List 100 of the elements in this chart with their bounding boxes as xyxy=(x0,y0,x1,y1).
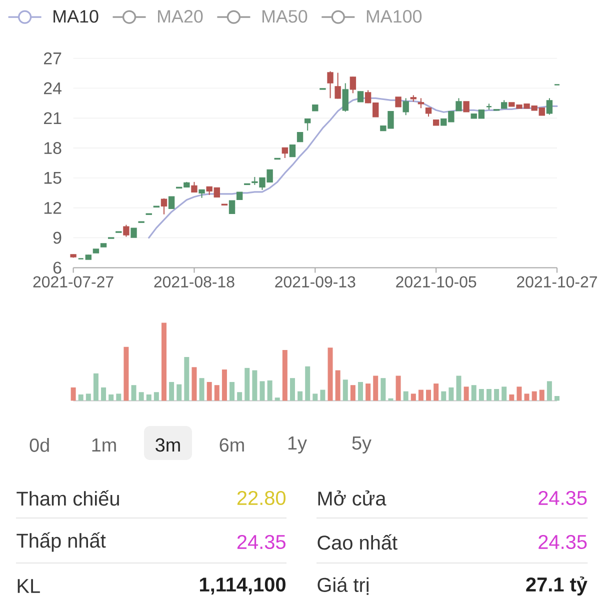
text: 1y xyxy=(288,436,307,454)
bar xyxy=(138,392,144,401)
bar xyxy=(554,396,560,401)
candlestick xyxy=(418,98,424,109)
bar xyxy=(546,381,552,401)
candlestick xyxy=(350,76,356,94)
candlestick xyxy=(228,200,236,214)
bar xyxy=(108,394,114,401)
bar xyxy=(298,391,303,401)
bar xyxy=(252,370,258,401)
y-tick-label: 18 xyxy=(44,142,62,154)
candlestick xyxy=(546,98,553,116)
bar xyxy=(260,381,265,401)
bar xyxy=(335,370,340,401)
y-tick-label: 6 xyxy=(53,262,62,274)
candlestick xyxy=(168,196,175,209)
x-tick-label: 2021-07-27 xyxy=(33,276,114,288)
candlestick xyxy=(123,224,130,238)
text: Cao nhất xyxy=(318,534,398,550)
bar xyxy=(267,380,272,401)
legend-label: MA20 xyxy=(158,10,203,23)
bar xyxy=(206,382,212,401)
y-tick-label: 24 xyxy=(44,82,62,94)
bar xyxy=(403,391,408,401)
bar xyxy=(396,376,401,401)
legend-label: MA50 xyxy=(262,10,308,23)
text: 0d xyxy=(30,438,49,452)
candlestick xyxy=(289,144,296,158)
bar xyxy=(199,378,204,401)
candlestick xyxy=(327,70,334,99)
text: 24.35 xyxy=(237,534,286,550)
bar xyxy=(350,385,356,401)
bar xyxy=(312,394,318,401)
bar xyxy=(426,390,432,401)
x-tick-label: 2021-09-13 xyxy=(275,276,356,288)
bar xyxy=(358,382,363,401)
bar xyxy=(471,385,476,401)
bar xyxy=(502,386,507,401)
text: KL xyxy=(18,579,40,593)
text: Tham chiếu xyxy=(16,490,119,506)
bar xyxy=(230,382,235,401)
text: 1m xyxy=(92,438,116,452)
text: 5y xyxy=(352,436,372,454)
bar xyxy=(116,394,122,401)
candlestick xyxy=(282,147,288,159)
bar xyxy=(524,394,530,401)
bar xyxy=(373,376,378,401)
bar xyxy=(176,384,182,401)
bar xyxy=(418,390,424,401)
bar xyxy=(222,369,227,401)
candlestick xyxy=(334,72,341,100)
bar xyxy=(78,394,84,401)
x-tick-label: 2021-10-27 xyxy=(517,276,597,288)
bar xyxy=(441,391,446,401)
y-tick-label: 21 xyxy=(44,112,62,124)
bar xyxy=(146,394,152,401)
candlestick xyxy=(342,82,348,112)
text: 27.1 tỷ xyxy=(526,576,588,596)
text: Thấp nhất xyxy=(16,532,106,552)
candlestick xyxy=(402,98,409,116)
bar xyxy=(494,388,500,401)
y-tick-label: 15 xyxy=(44,172,62,184)
bar xyxy=(101,387,106,401)
bar xyxy=(154,392,159,401)
bar xyxy=(366,384,371,401)
bar xyxy=(70,387,76,401)
bar xyxy=(320,390,326,401)
bar xyxy=(169,382,174,401)
candlestick xyxy=(357,90,364,102)
bar xyxy=(448,387,454,401)
legend-label: MA100 xyxy=(366,10,422,23)
x-tick-label: 2021-10-05 xyxy=(396,276,476,288)
bar xyxy=(434,384,439,401)
bar xyxy=(282,350,288,401)
bar xyxy=(486,388,492,401)
y-tick-label: 9 xyxy=(53,232,62,244)
bar xyxy=(290,378,295,401)
text: 24.35 xyxy=(538,534,587,550)
bar xyxy=(456,376,462,401)
bar xyxy=(93,373,98,401)
text: 3m xyxy=(156,438,180,452)
candlestick xyxy=(395,96,402,108)
text: 6m xyxy=(220,438,244,452)
candlestick xyxy=(456,98,462,112)
bar xyxy=(464,386,469,401)
bar xyxy=(509,394,514,401)
text: Giá trị xyxy=(318,577,368,595)
bar xyxy=(328,348,333,401)
bar xyxy=(342,380,348,401)
bar xyxy=(184,357,190,401)
bar xyxy=(214,385,220,401)
bar xyxy=(539,390,544,401)
bar xyxy=(161,322,166,401)
text: Mở cửa xyxy=(318,490,386,506)
bar xyxy=(478,388,484,401)
text: 22.80 xyxy=(237,490,286,506)
bar xyxy=(131,385,136,401)
candlestick xyxy=(191,181,198,193)
bar xyxy=(124,346,129,401)
bar xyxy=(516,386,522,401)
